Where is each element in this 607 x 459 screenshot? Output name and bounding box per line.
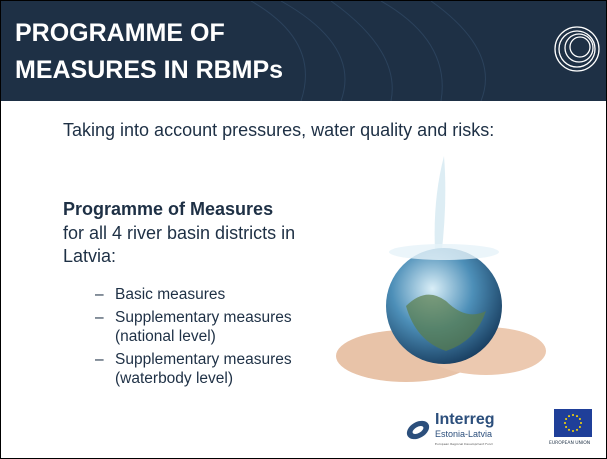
eu-star — [572, 430, 574, 432]
eu-star — [564, 422, 566, 424]
section-subheading: for all 4 river basin districts in Latvi… — [63, 222, 343, 268]
bullet: Basic measures — [95, 285, 350, 304]
slide-title: PROGRAMME OF MEASURES IN RBMPs — [15, 15, 283, 89]
title-line: PROGRAMME OF — [15, 15, 283, 52]
interreg-icon — [405, 417, 431, 443]
logo-fund: European Regional Development Fund — [435, 442, 493, 446]
water-globe-image — [336, 146, 546, 396]
bullet: Supplementary measures (waterbody level) — [95, 350, 350, 388]
logo-name: Interreg — [435, 411, 495, 429]
intro-text: Taking into account pressures, water qua… — [63, 119, 553, 142]
interreg-logo: Interreg Estonia-Latvia European Regiona… — [405, 417, 515, 449]
slide: PROGRAMME OF MEASURES IN RBMPs Taking in… — [0, 0, 607, 459]
eu-star — [565, 426, 567, 428]
eu-star — [579, 418, 581, 420]
eu-star — [576, 429, 578, 431]
eu-star — [568, 429, 570, 431]
section-heading: Programme of Measures — [63, 199, 273, 220]
eu-star — [579, 426, 581, 428]
eu-star — [576, 415, 578, 417]
bullet-list: Basic measures Supplementary measures (n… — [95, 285, 350, 392]
bullet: Supplementary measures (national level) — [95, 308, 350, 346]
eu-star — [580, 422, 582, 424]
eu-label: EUROPEAN UNION — [549, 441, 590, 446]
eu-flag — [554, 409, 592, 437]
eu-star — [565, 418, 567, 420]
logo-region: Estonia-Latvia — [435, 429, 492, 439]
eu-star — [568, 415, 570, 417]
title-line: MEASURES IN RBMPs — [15, 52, 283, 89]
eu-star — [572, 414, 574, 416]
header-bar: PROGRAMME OF MEASURES IN RBMPs — [1, 1, 606, 101]
